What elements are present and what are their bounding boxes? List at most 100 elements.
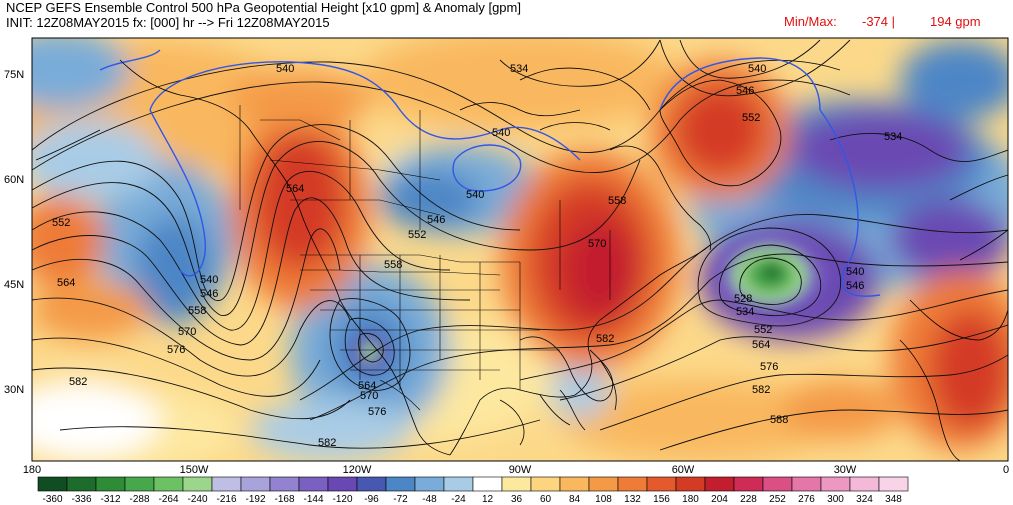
colorbar-swatch [240, 476, 271, 492]
lon-tick-label: 180 [23, 464, 41, 476]
coastlines [35, 59, 1008, 461]
colorbar-label: 300 [827, 494, 844, 505]
contour-label: 576 [368, 406, 386, 418]
contour-label: 582 [318, 437, 336, 449]
colorbar-swatch [849, 476, 880, 492]
colorbar-label: -192 [245, 494, 265, 505]
lat-tick-label: 60N [4, 174, 24, 186]
colorbar-swatch [66, 476, 97, 492]
colorbar-swatch [791, 476, 822, 492]
colorbar-label: 132 [624, 494, 641, 505]
minmax-label: Min/Max: [784, 14, 837, 29]
lon-tick-label: 0 [1003, 464, 1009, 476]
colorbar-label: 60 [540, 494, 552, 505]
contour-label: 528 [734, 293, 752, 305]
contour-label: 570 [588, 238, 606, 250]
colorbar-swatch [124, 476, 155, 492]
colorbar-swatch [414, 476, 445, 492]
contour-label: 552 [742, 112, 760, 124]
colorbar-label: 156 [653, 494, 670, 505]
colorbar-swatch [211, 476, 242, 492]
colorbar-label: 36 [511, 494, 523, 505]
colorbar-swatch [385, 476, 416, 492]
colorbar-swatch [762, 476, 793, 492]
contour-label: 570 [360, 390, 378, 402]
contour-label: 540 [276, 63, 294, 75]
colorbar-label: -144 [303, 494, 323, 505]
colorbar-swatch [646, 476, 677, 492]
contour-label: 540 [200, 274, 218, 286]
colorbar-label: 252 [769, 494, 786, 505]
colorbar-swatch [472, 476, 503, 492]
min-value: -374 | [862, 14, 896, 29]
colorbar-label: -120 [332, 494, 352, 505]
colorbar-label: 228 [740, 494, 757, 505]
lon-tick-label: 150W [180, 464, 209, 476]
max-value: 194 gpm [930, 14, 981, 29]
contour-label: 552 [408, 229, 426, 241]
colorbar-label: 84 [569, 494, 581, 505]
colorbar-label: -288 [129, 494, 149, 505]
colorbar-swatch [153, 476, 184, 492]
colorbar-swatch [704, 476, 735, 492]
colorbar-label: -312 [100, 494, 120, 505]
lon-tick-label: 90W [509, 464, 532, 476]
colorbar-label: 276 [798, 494, 815, 505]
contour-label: 564 [752, 339, 770, 351]
anomaly-field [32, 38, 1008, 461]
colorbar-label: -216 [216, 494, 236, 505]
colorbar-label: -96 [364, 494, 379, 505]
blue-540-contours [99, 49, 881, 297]
contour-label: 552 [754, 324, 772, 336]
lon-tick-label: 60W [672, 464, 695, 476]
colorbar-label: 348 [885, 494, 902, 505]
contour-label: 534 [736, 306, 754, 318]
contour-label: 540 [846, 266, 864, 278]
colorbar-swatch [675, 476, 706, 492]
colorbar-label: 204 [711, 494, 728, 505]
contour-label: 540 [748, 63, 766, 75]
colorbar-label: -48 [422, 494, 437, 505]
contour-label: 552 [52, 217, 70, 229]
contour-label: 570 [178, 326, 196, 338]
colorbar-swatch [559, 476, 590, 492]
colorbar-swatch [37, 476, 68, 492]
lat-tick-label: 45N [4, 279, 24, 291]
contour-label: 546 [846, 280, 864, 292]
contour-label: 558 [608, 195, 626, 207]
colorbar-label: 324 [856, 494, 873, 505]
contour-label: 564 [57, 277, 75, 289]
latitude-axis: 75N 60N 45N 30N [4, 69, 24, 396]
colorbar-swatch [733, 476, 764, 492]
contour-label: 546 [427, 214, 445, 226]
colorbar: -360 -336 -312 -288 -264 -240 -216 -192 -168 -144… [37, 476, 909, 505]
colorbar-swatch [501, 476, 532, 492]
colorbar-label: -264 [158, 494, 178, 505]
contour-label: 564 [286, 183, 304, 195]
colorbar-label: -336 [71, 494, 91, 505]
contour-label: 540 [466, 189, 484, 201]
map-frame [31, 37, 1009, 462]
longitude-axis: 180 150W 120W 90W 60W 30W 0 [23, 464, 1009, 476]
contour-label: 546 [736, 85, 754, 97]
contour-label: 534 [884, 131, 902, 143]
contour-label: 582 [596, 333, 614, 345]
contour-labels: 540 534 540 546 552 540 564 552 564 540 … [52, 63, 902, 449]
colorbar-label: -72 [393, 494, 408, 505]
colorbar-swatch [356, 476, 387, 492]
colorbar-swatch [327, 476, 358, 492]
init-time-label: INIT: 12Z08MAY2015 fx: [000] hr --> Fri … [6, 15, 330, 30]
colorbar-swatch [182, 476, 213, 492]
lat-tick-label: 30N [4, 384, 24, 396]
chart-title: NCEP GEFS Ensemble Control 500 hPa Geopo… [6, 0, 521, 15]
colorbar-label: -168 [274, 494, 294, 505]
contour-label: 576 [167, 344, 185, 356]
colorbar-label: -240 [187, 494, 207, 505]
colorbar-label: 180 [682, 494, 699, 505]
contour-label: 534 [510, 63, 528, 75]
colorbar-label: 12 [482, 494, 494, 505]
colorbar-swatch [95, 476, 126, 492]
colorbar-swatch [443, 476, 474, 492]
